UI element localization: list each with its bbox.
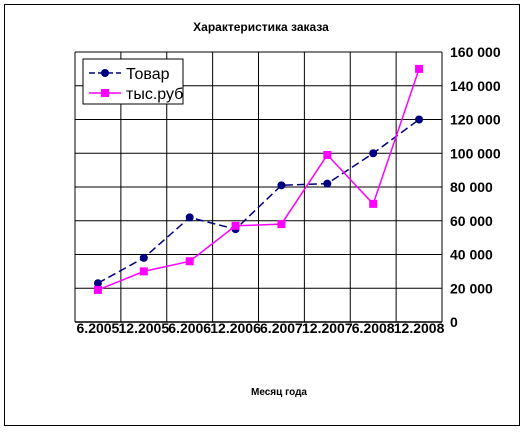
series (93, 64, 424, 294)
y-tick-label: 60 000 (450, 213, 493, 229)
x-tick-label: 12.2006 (210, 320, 261, 336)
data-point (369, 149, 378, 158)
data-point (277, 181, 286, 190)
x-tick-label: 6.2006 (168, 320, 211, 336)
data-point (93, 279, 102, 288)
data-point (93, 285, 102, 294)
legend-label-tovar: Товар (126, 66, 170, 83)
y-tick-label: 100 000 (450, 145, 501, 161)
x-tick-label: 6.2005 (77, 320, 120, 336)
x-tick-label: 12.2007 (302, 320, 353, 336)
data-point (277, 220, 286, 229)
x-tick-label: 6.2008 (352, 320, 395, 336)
data-point (415, 115, 424, 124)
legend-box (82, 58, 184, 105)
data-point (139, 267, 148, 276)
data-point (139, 253, 148, 262)
series-line-1 (97, 68, 420, 291)
x-tick-label: 6.2007 (260, 320, 303, 336)
data-point (415, 64, 424, 73)
x-tick-label: 12.2005 (119, 320, 170, 336)
data-point (323, 179, 332, 188)
y-tick-label: 40 000 (450, 247, 493, 263)
y-tick-label: 0 (450, 314, 458, 330)
y-tick-label: 20 000 (450, 280, 493, 296)
x-axis-ticks: 6.2005 12.2005 6.2006 12.2006 6.2007 12.2007 6… (77, 320, 445, 336)
y-tick-label: 140 000 (450, 78, 501, 94)
y-tick-label: 120 000 (450, 112, 501, 128)
data-point (185, 213, 194, 222)
y-axis-ticks: 0 20 000 40 000 60 000 80 000 100 000 120 000 1… (450, 44, 501, 330)
x-tick-label: 12.2008 (394, 320, 445, 336)
data-point (369, 199, 378, 208)
legend: Товар тыс.руб (82, 58, 184, 105)
legend-marker-rub (101, 89, 109, 97)
data-point (323, 150, 332, 159)
data-point (231, 221, 240, 230)
x-axis-label: Месяц года (251, 387, 307, 398)
chart-title: Характеристика заказа (193, 20, 329, 34)
legend-marker-tovar (101, 69, 109, 77)
data-point (185, 257, 194, 266)
y-tick-label: 80 000 (450, 179, 493, 195)
legend-label-rub: тыс.руб (126, 86, 183, 103)
y-tick-label: 160 000 (450, 44, 501, 60)
series-line-0 (97, 118, 420, 284)
